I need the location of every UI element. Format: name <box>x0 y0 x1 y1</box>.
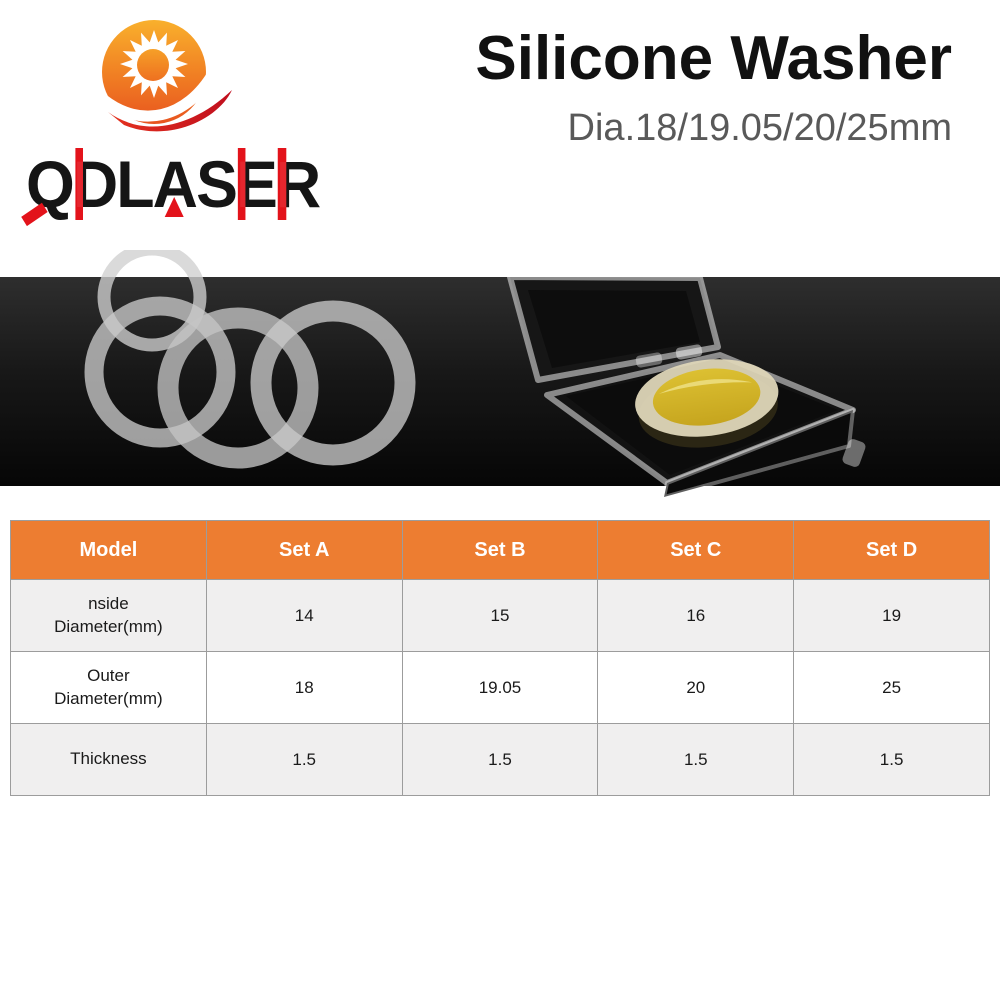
title-block: Silicone Washer Dia.18/19.05/20/25mm <box>475 26 952 150</box>
lens-highlight <box>658 379 753 394</box>
logo-red-swoosh <box>108 90 232 132</box>
wordmark-letter-r: R <box>275 147 321 221</box>
value-cell: 16 <box>597 579 795 652</box>
column-header-set-c: Set C <box>597 520 795 580</box>
box-latch <box>842 439 866 467</box>
washer-ring <box>84 296 236 448</box>
wordmark-letter-l: L <box>116 147 154 221</box>
spec-table: Model Set A Set B Set C Set D nside Diam… <box>10 520 990 796</box>
row-label: Thickness <box>10 723 207 796</box>
column-header-set-b: Set B <box>401 520 599 580</box>
washer-ring <box>250 300 416 466</box>
table-header-row: Model Set A Set B Set C Set D <box>10 520 990 580</box>
value-cell: 18 <box>205 651 403 724</box>
column-header-model: Model <box>10 520 207 580</box>
lens-with-washer <box>635 359 779 448</box>
value-cell: 15 <box>401 579 599 652</box>
value-cell: 1.5 <box>205 723 403 796</box>
box-hinge <box>635 352 663 368</box>
value-cell: 25 <box>793 651 990 724</box>
column-header-set-a: Set A <box>205 520 403 580</box>
row-label: nside Diameter(mm) <box>10 579 207 652</box>
table-row-thickness: Thickness 1.5 1.5 1.5 1.5 <box>10 723 990 796</box>
znse-lens <box>652 368 761 426</box>
washer-rings-photo <box>84 250 416 469</box>
product-photo-banner <box>0 250 1000 499</box>
wordmark-letter-e: E <box>235 147 278 221</box>
value-cell: 1.5 <box>597 723 795 796</box>
box-base-front <box>662 408 855 499</box>
box-hinge <box>675 344 703 360</box>
wordmark-letter-s: S <box>196 147 238 221</box>
value-cell: 14 <box>205 579 403 652</box>
washer-ring <box>97 250 207 352</box>
table-row-inside-diameter: nside Diameter(mm) 14 15 16 19 <box>10 579 990 652</box>
sun-core <box>137 49 169 81</box>
page-subtitle: Dia.18/19.05/20/25mm <box>567 107 952 150</box>
wordmark-letter-q: Q <box>26 147 75 221</box>
value-cell: 19 <box>793 579 990 652</box>
value-cell: 19.05 <box>401 651 599 724</box>
row-label: Outer Diameter(mm) <box>10 651 207 724</box>
value-cell: 1.5 <box>793 723 990 796</box>
page-title: Silicone Washer <box>475 24 952 93</box>
value-cell: 1.5 <box>401 723 599 796</box>
qdlaser-sun-logo-icon <box>98 20 232 132</box>
column-header-set-d: Set D <box>793 520 990 580</box>
logo-white-crescent <box>98 66 220 122</box>
wordmark-letter-a: A <box>152 147 198 221</box>
washer-ring <box>157 307 319 469</box>
qdlaser-wordmark: QDLASER <box>26 146 321 222</box>
value-cell: 20 <box>597 651 795 724</box>
box-lid-foam <box>528 290 700 368</box>
lens-box-photo <box>507 274 866 499</box>
table-row-outer-diameter: Outer Diameter(mm) 18 19.05 20 25 <box>10 651 990 724</box>
wordmark-letter-d: D <box>72 147 118 221</box>
